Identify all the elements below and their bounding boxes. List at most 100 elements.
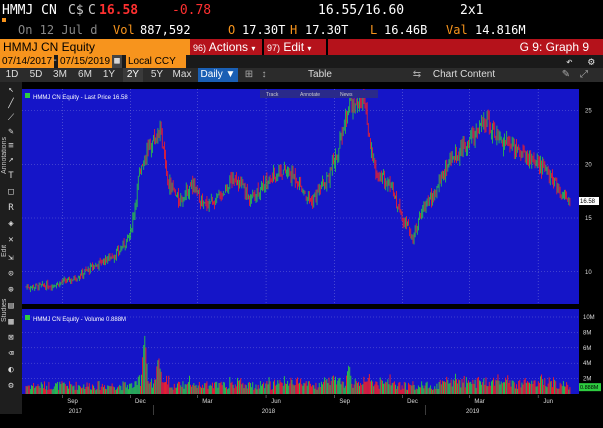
zoom-icon[interactable]: ⤢: [580, 69, 588, 80]
month-label: Sep: [339, 399, 350, 405]
compare-icon[interactable]: ◐: [8, 365, 14, 375]
actions-menu[interactable]: 96) Actions ▾: [190, 39, 262, 55]
time-axis: Sep Dec Mar Jun Sep Dec Mar Jun 2017 2018 2019: [22, 394, 603, 421]
actions-num: 96): [193, 43, 207, 53]
volume-bars: [25, 335, 571, 394]
graph-label: G 9: Graph 9: [519, 40, 589, 54]
edit-label: Edit: [283, 40, 305, 54]
legend-track[interactable]: Track: [266, 92, 279, 98]
month-label: Mar: [474, 399, 484, 405]
indicator-dot: [2, 18, 6, 22]
quote-stats: On 12 Jul d Vol 887,592 O 17.30T H 17.30…: [0, 18, 603, 38]
range-max[interactable]: Max: [172, 69, 192, 80]
security-field[interactable]: HMMJ CN Equity: [0, 39, 191, 55]
start-date-field[interactable]: 07/14/2017: [0, 55, 55, 68]
range-1y[interactable]: 1Y: [102, 69, 116, 80]
table-button[interactable]: Table: [308, 69, 332, 80]
time-axis-bg: [22, 394, 603, 421]
settings-icon[interactable]: ⚙: [588, 55, 595, 68]
month-label: Sep: [67, 399, 78, 405]
range-2y[interactable]: 2Y: [123, 68, 143, 82]
month-label: Mar: [202, 399, 212, 405]
layers-icon[interactable]: ▤: [8, 301, 14, 311]
edit-label-vertical: Edit: [1, 244, 8, 257]
price-tick-label: 20: [585, 162, 592, 168]
left-toolbar: ↖ ╱ ⟋ ✎ ≡ ↗ T □ R ◈ ✕ ⇲ ⊙ ⊕ ▤ ▦ ⊠ ⌫ ◐ ⚙ …: [0, 82, 22, 414]
currency-field[interactable]: Local CCY: [126, 55, 186, 68]
month-label: Jun: [271, 399, 281, 405]
magnet-icon[interactable]: ⊙: [8, 269, 14, 279]
last-volume-tag-label: 0.888M: [580, 385, 599, 391]
edit-menu[interactable]: 97) Edit ▾: [264, 39, 326, 55]
open-label: O: [228, 23, 236, 37]
line-tool-icon[interactable]: ╱: [8, 99, 14, 109]
chart-content-button[interactable]: Chart Content: [432, 69, 496, 80]
studies-label: Studies: [1, 298, 8, 322]
studies-icon[interactable]: ↕: [261, 69, 267, 80]
date-bar: 07/14/2017 - 07/15/2019 ▦ Local CCY ↶ ⚙: [0, 55, 603, 68]
vol-value: 887,592: [140, 23, 191, 37]
arrow-icon[interactable]: ↗: [8, 155, 14, 165]
edit-pen-icon[interactable]: ✎: [561, 69, 571, 80]
zoom-in-icon[interactable]: ⊕: [8, 285, 14, 295]
shape-icon[interactable]: □: [8, 187, 14, 197]
chevron-down-icon: ▾: [307, 44, 312, 53]
price-tick-label: 15: [585, 216, 592, 222]
price-legend-swatch: [25, 93, 30, 98]
open-value: 17.30T: [242, 23, 286, 37]
volume-tick-label: 4M: [583, 361, 591, 367]
legend-news[interactable]: News: [340, 92, 353, 98]
high-value: 17.30T: [305, 23, 349, 37]
high-label: H: [290, 23, 298, 37]
chart-legend: Track Annotate News: [260, 90, 378, 98]
month-label: Jun: [543, 399, 553, 405]
currency: C$: [68, 3, 84, 18]
change: -0.78: [172, 3, 212, 18]
fib-icon[interactable]: ≡: [8, 141, 14, 151]
calendar-icon[interactable]: ▦: [112, 55, 122, 68]
r-icon[interactable]: R: [8, 203, 14, 213]
frequency-select[interactable]: Daily ▼: [198, 68, 238, 82]
text-icon[interactable]: T: [8, 171, 14, 181]
price-axis: 10 15 20 25 16.58: [579, 109, 599, 276]
last-price-tag-label: 16.58: [580, 199, 596, 205]
price-volume-chart[interactable]: 10 15 20 25 16.58 HMMJ CN Equity - Last Pric…: [22, 82, 603, 428]
month-label: Dec: [135, 399, 146, 405]
range-6m[interactable]: 6M: [78, 69, 92, 80]
range-5d[interactable]: 5D: [29, 69, 43, 80]
volume-tick-label: 10M: [583, 315, 595, 321]
settings-gear-icon[interactable]: ⚙: [8, 381, 14, 391]
year-label: 2017: [69, 409, 83, 415]
chart-content-icon[interactable]: ⇆: [412, 69, 422, 80]
chart-type-icon[interactable]: ⊞: [244, 69, 254, 80]
graph-title-bar: G 9: Graph 9: [328, 39, 603, 55]
val-label: Val: [446, 23, 468, 37]
range-5y[interactable]: 5Y: [150, 69, 164, 80]
actions-label: Actions: [208, 40, 249, 54]
eraser-icon[interactable]: ✕: [8, 235, 14, 245]
grid-icon[interactable]: ▦: [8, 317, 14, 327]
month-label: Dec: [407, 399, 418, 405]
quote-bar: HMMJ CN C$ C 16.58 -0.78 16.55/16.60 2x1: [0, 0, 603, 22]
ticker: HMMJ CN: [2, 3, 57, 18]
trend-icon[interactable]: ⟋: [7, 113, 15, 123]
volume-tick-label: 8M: [583, 330, 591, 336]
delete-icon[interactable]: ⌫: [8, 349, 14, 359]
pencil-icon[interactable]: ✎: [8, 127, 14, 137]
legend-annotate[interactable]: Annotate: [300, 92, 320, 98]
chevron-down-icon: ▾: [251, 44, 256, 53]
range-icon[interactable]: ⇲: [8, 253, 14, 263]
cursor-icon[interactable]: ↖: [8, 85, 14, 95]
year-label: 2018: [262, 409, 276, 415]
price-panel-label: HMMJ CN Equity - Last Price 16.58: [33, 95, 128, 101]
price-candles: [25, 89, 571, 293]
label-icon[interactable]: ◈: [8, 219, 14, 229]
end-date-field[interactable]: 07/15/2019: [58, 55, 113, 68]
lock-icon[interactable]: ⊠: [8, 333, 14, 343]
volume-legend-swatch: [25, 315, 30, 320]
undo-icon[interactable]: ↶: [566, 55, 573, 68]
range-1d[interactable]: 1D: [5, 69, 19, 80]
price-panel[interactable]: [22, 89, 579, 304]
range-3m[interactable]: 3M: [53, 69, 67, 80]
volume-tick-label: 6M: [583, 346, 591, 352]
